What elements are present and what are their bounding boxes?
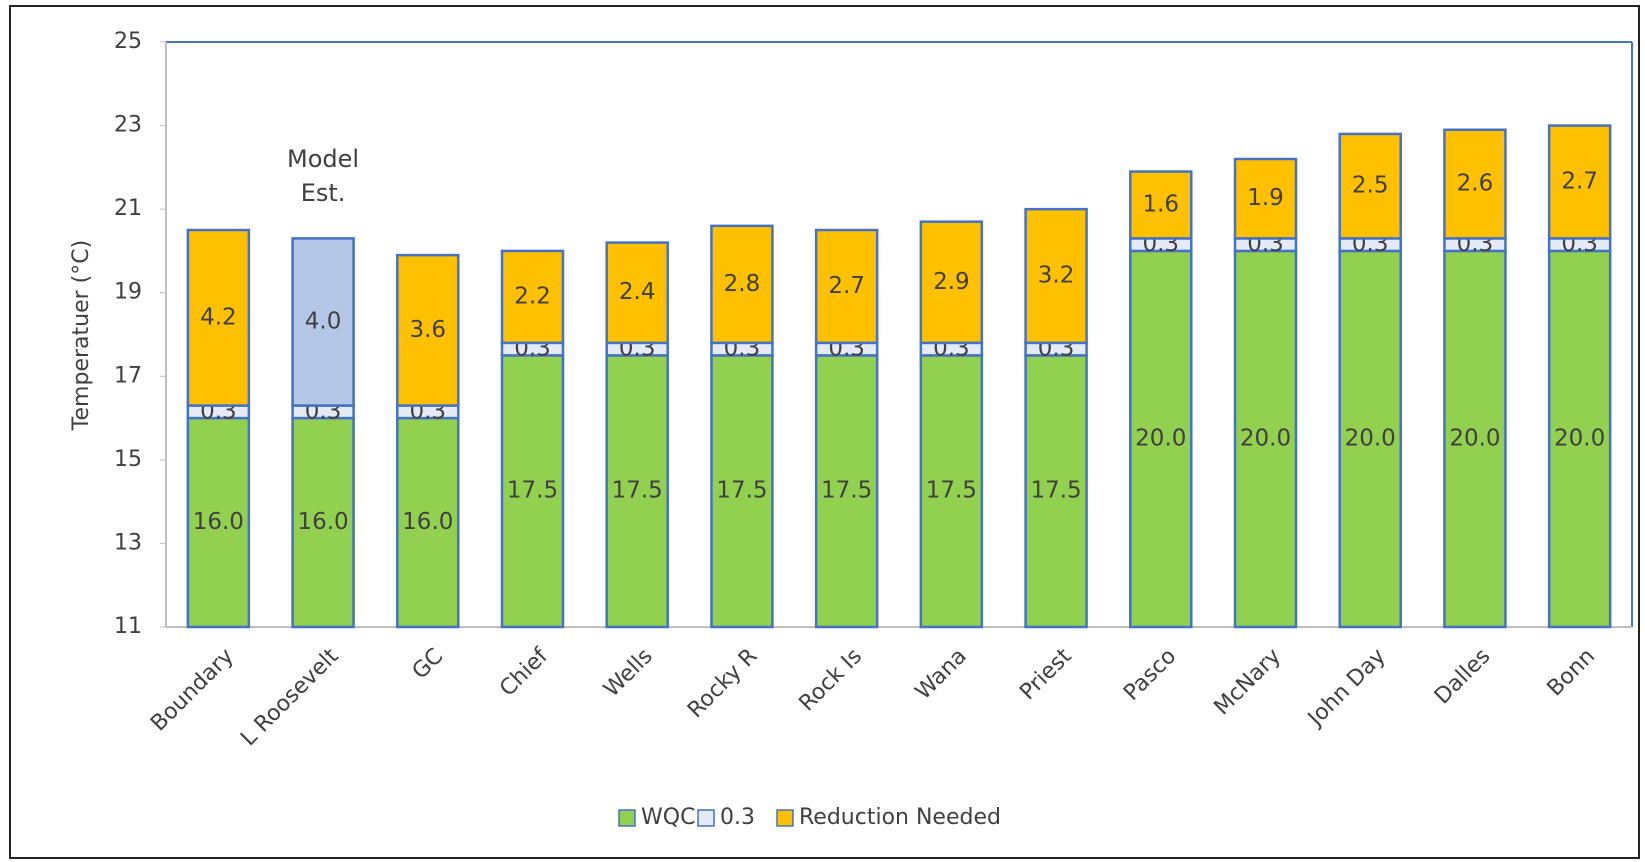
- bar-segment: [1547, 124, 1612, 240]
- bar-segment: [1443, 128, 1507, 240]
- y-tick-label: 21: [114, 196, 142, 221]
- value-label: 17.5: [926, 478, 977, 504]
- y-tick-label: 19: [114, 280, 142, 305]
- legend-swatch: [697, 809, 715, 827]
- bar-segment: [500, 354, 565, 629]
- bar-segment: [919, 354, 984, 629]
- y-tick-label: 17: [114, 363, 142, 388]
- bar-segment: [1233, 157, 1298, 240]
- bar-segment: [186, 228, 251, 407]
- value-label: 2.5: [1352, 173, 1389, 199]
- legend-label: Reduction Needed: [799, 805, 1001, 830]
- bar-segment: [1024, 207, 1088, 345]
- value-label: 16.0: [297, 509, 348, 535]
- y-tick-label: 13: [114, 530, 142, 555]
- bar-segment: [605, 354, 669, 629]
- value-label: 2.9: [933, 269, 970, 295]
- value-label: 17.5: [716, 478, 767, 504]
- bar-segment: [291, 237, 355, 407]
- value-label: 17.5: [821, 478, 872, 504]
- bar-segment: [500, 249, 565, 345]
- value-label: 1.6: [1142, 191, 1179, 217]
- y-tick-label: 23: [114, 113, 142, 138]
- legend-label: WQC: [641, 805, 695, 830]
- bar-segment: [605, 241, 669, 345]
- value-label: 3.2: [1038, 263, 1075, 289]
- value-label: 1.9: [1247, 185, 1284, 211]
- value-label: 17.5: [507, 478, 558, 504]
- bar-segment: [710, 224, 774, 345]
- value-label: 2.4: [619, 279, 656, 305]
- value-label: 3.6: [409, 317, 446, 343]
- bar-segment: [396, 416, 460, 629]
- value-label: 17.5: [612, 478, 663, 504]
- annotation: Est.: [301, 179, 346, 207]
- value-label: 20.0: [1345, 425, 1396, 451]
- value-label: 2.7: [828, 273, 865, 299]
- y-axis-label: Temperatuer (°C): [69, 240, 94, 431]
- value-label: 2.7: [1561, 168, 1598, 194]
- legend-swatch: [618, 809, 636, 827]
- bar-segment: [396, 253, 460, 407]
- bar-segment: [1129, 249, 1193, 629]
- bar-segment: [814, 354, 879, 629]
- value-label: 20.0: [1135, 425, 1186, 451]
- value-label: 16.0: [402, 509, 453, 535]
- y-tick-label: 11: [114, 614, 142, 639]
- legend-swatch: [776, 809, 794, 827]
- value-label: 17.5: [1030, 478, 1081, 504]
- value-label: 20.0: [1449, 425, 1500, 451]
- value-label: 2.8: [724, 271, 761, 297]
- bar-segment: [1338, 249, 1402, 629]
- legend-label: 0.3: [720, 805, 755, 830]
- bar-segment: [1338, 132, 1402, 240]
- bar-segment: [1443, 249, 1507, 629]
- y-tick-label: 25: [114, 29, 142, 54]
- value-label: 20.0: [1554, 425, 1605, 451]
- annotation: Model: [287, 145, 359, 173]
- value-label: 4.2: [200, 304, 237, 330]
- value-label: 4.0: [305, 308, 342, 334]
- bar-segment: [919, 220, 984, 345]
- value-label: 2.2: [514, 283, 551, 309]
- value-label: 2.6: [1457, 171, 1494, 197]
- value-label: 20.0: [1240, 425, 1291, 451]
- bar-segment: [814, 228, 879, 345]
- y-tick-label: 15: [114, 447, 142, 472]
- value-label: 16.0: [193, 509, 244, 535]
- bar-segment: [1129, 170, 1193, 240]
